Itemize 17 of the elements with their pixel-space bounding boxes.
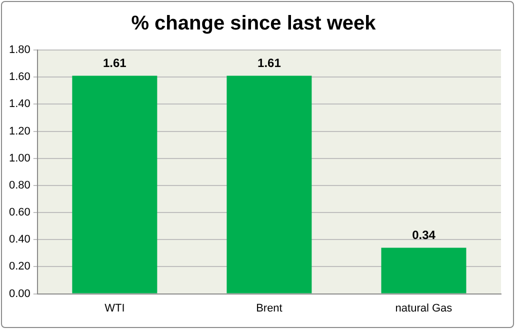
y-tick-label: 1.60 xyxy=(8,71,30,84)
data-label: 0.34 xyxy=(412,228,436,242)
y-tick-label: 1.00 xyxy=(8,152,30,164)
y-tick-label: 1.40 xyxy=(8,98,30,110)
y-tick-label: 0.40 xyxy=(8,234,30,246)
y-tick-label: 0.20 xyxy=(8,260,30,273)
y-tick-label: 0.60 xyxy=(8,206,30,219)
y-tick-label: 0.80 xyxy=(8,179,30,192)
data-label: 1.61 xyxy=(102,56,127,70)
x-tick-label: WTI xyxy=(104,302,125,314)
data-label: 1.61 xyxy=(258,56,282,70)
y-tick-label: 1.80 xyxy=(8,44,30,56)
x-tick-label: Brent xyxy=(256,302,282,314)
y-tick-label: 1.20 xyxy=(8,125,30,138)
chart-title: % change since last week xyxy=(131,12,377,35)
x-tick-label: natural Gas xyxy=(395,302,453,314)
y-tick-label: 0.00 xyxy=(8,288,30,300)
